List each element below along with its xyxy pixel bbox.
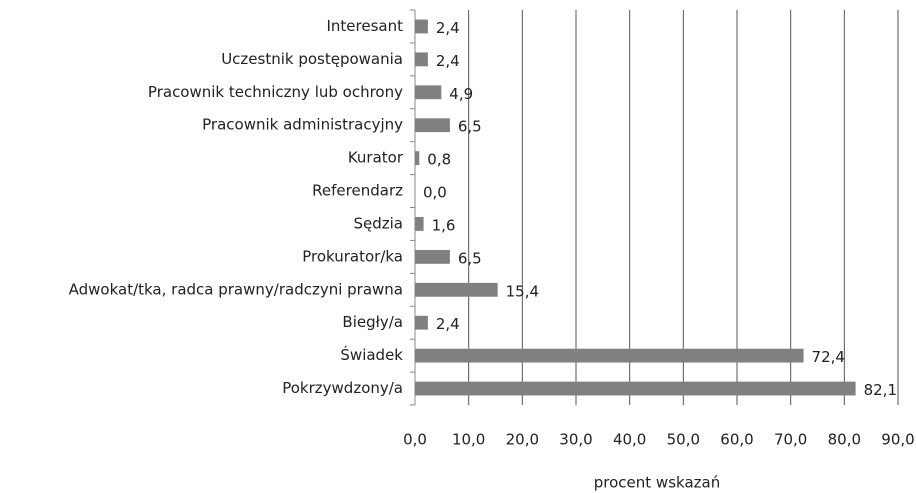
bar xyxy=(415,381,856,396)
x-tick-label: 50,0 xyxy=(667,431,700,449)
y-tick-label: Pracownik administracyjny xyxy=(202,116,403,134)
bar xyxy=(415,282,498,297)
y-tick-label: Uczestnik postępowania xyxy=(221,50,403,68)
y-tick-label: Biegły/a xyxy=(342,313,403,331)
bar xyxy=(415,151,420,166)
value-label: 15,4 xyxy=(506,282,539,300)
y-tick-label: Adwokat/tka, radca prawny/radczyni prawn… xyxy=(69,280,403,298)
value-label: 4,9 xyxy=(449,85,473,103)
bar xyxy=(415,249,450,264)
y-tick-label: Referendarz xyxy=(312,182,403,200)
x-tick-label: 20,0 xyxy=(506,431,539,449)
x-tick-label: 40,0 xyxy=(613,431,646,449)
value-label: 0,0 xyxy=(423,184,447,202)
bar xyxy=(415,217,424,231)
y-tick-label: Kurator xyxy=(348,149,404,167)
value-label: 72,4 xyxy=(812,348,845,366)
x-axis-label: procent wskazań xyxy=(594,474,720,492)
y-tick-label: Pracownik techniczny lub ochrony xyxy=(148,83,403,101)
value-label: 6,5 xyxy=(458,118,482,136)
x-tick-label: 70,0 xyxy=(774,431,807,449)
value-label: 2,4 xyxy=(436,315,460,333)
y-tick-label: Sędzia xyxy=(353,214,403,232)
bar xyxy=(415,118,450,133)
value-label: 2,4 xyxy=(436,19,460,37)
bar xyxy=(415,19,428,34)
bar xyxy=(415,85,442,100)
value-label: 0,8 xyxy=(427,151,451,169)
x-tick-label: 10,0 xyxy=(452,431,485,449)
x-tick-label: 30,0 xyxy=(559,431,592,449)
bar xyxy=(415,315,428,330)
x-tick-label: 0,0 xyxy=(403,431,427,449)
value-label: 2,4 xyxy=(436,52,460,70)
value-label: 6,5 xyxy=(458,249,482,267)
x-tick-label: 60,0 xyxy=(720,431,753,449)
y-tick-label: Świadek xyxy=(340,345,403,364)
x-tick-label: 90,0 xyxy=(881,431,914,449)
bar xyxy=(415,52,428,67)
value-label: 1,6 xyxy=(432,216,456,234)
y-tick-label: Pokrzywdzony/a xyxy=(282,379,403,397)
value-label: 82,1 xyxy=(864,381,897,399)
y-tick-label: Interesant xyxy=(326,17,403,35)
y-tick-label: Prokurator/ka xyxy=(302,247,403,265)
x-tick-label: 80,0 xyxy=(828,431,861,449)
bar xyxy=(415,348,804,363)
